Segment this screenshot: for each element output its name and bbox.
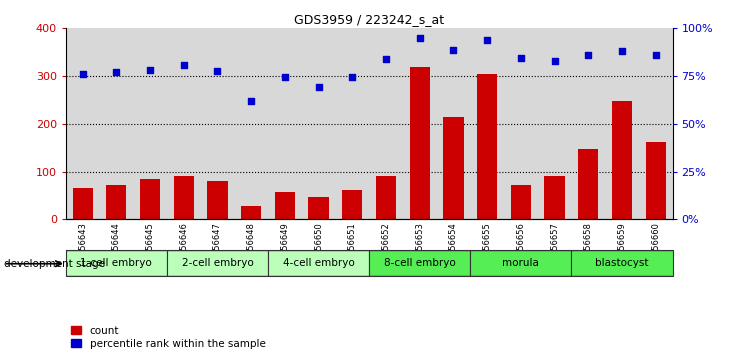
Bar — [342, 190, 363, 219]
Bar — [470, 250, 572, 276]
Bar — [308, 197, 329, 219]
Point — [380, 57, 392, 62]
Text: 8-cell embryo: 8-cell embryo — [384, 258, 455, 268]
Point — [616, 48, 628, 54]
Point — [246, 98, 257, 104]
Point — [211, 68, 223, 74]
Text: blastocyst: blastocyst — [595, 258, 648, 268]
Bar — [409, 67, 430, 219]
Point — [144, 68, 156, 73]
Text: morula: morula — [502, 258, 539, 268]
Bar — [140, 179, 160, 219]
Point — [447, 47, 459, 53]
Point — [481, 38, 493, 43]
Point — [279, 74, 291, 80]
Bar — [477, 74, 497, 219]
Point — [650, 52, 662, 57]
Title: GDS3959 / 223242_s_at: GDS3959 / 223242_s_at — [294, 13, 444, 26]
Bar — [167, 250, 268, 276]
Bar — [241, 206, 261, 219]
Bar — [572, 250, 673, 276]
Bar — [174, 176, 194, 219]
Legend: count, percentile rank within the sample: count, percentile rank within the sample — [71, 326, 265, 349]
Point — [414, 35, 425, 41]
Point — [178, 62, 189, 68]
Bar — [208, 181, 227, 219]
Bar — [376, 176, 396, 219]
Point — [549, 58, 561, 64]
Bar — [66, 250, 167, 276]
Text: development stage: development stage — [4, 259, 105, 269]
Point — [110, 69, 122, 75]
Bar — [72, 188, 93, 219]
Point — [313, 84, 325, 90]
Point — [346, 74, 358, 80]
Text: 1-cell embryo: 1-cell embryo — [80, 258, 152, 268]
Bar — [645, 142, 666, 219]
Bar — [275, 192, 295, 219]
Bar — [268, 250, 369, 276]
Point — [583, 52, 594, 57]
Point — [515, 55, 526, 61]
Bar — [443, 117, 463, 219]
Point — [77, 71, 88, 76]
Text: 2-cell embryo: 2-cell embryo — [181, 258, 254, 268]
Bar — [369, 250, 470, 276]
Bar — [106, 185, 126, 219]
Bar — [612, 101, 632, 219]
Bar — [545, 176, 564, 219]
Text: 4-cell embryo: 4-cell embryo — [283, 258, 355, 268]
Bar — [578, 149, 599, 219]
Bar — [511, 185, 531, 219]
